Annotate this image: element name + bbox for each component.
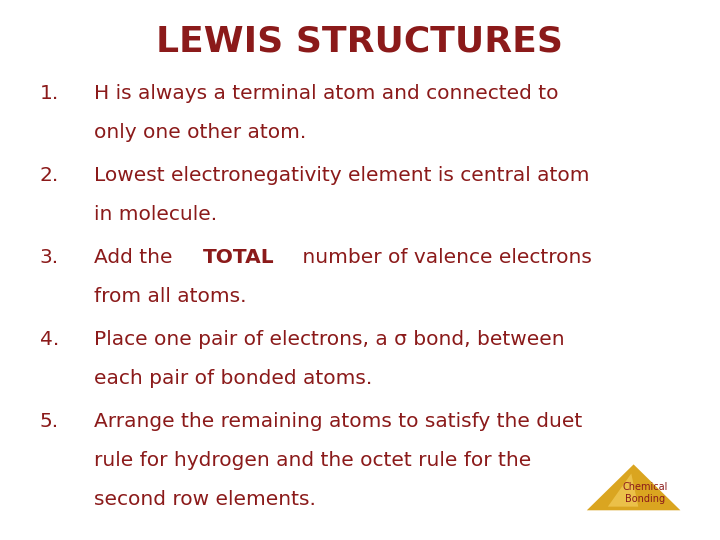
Text: second row elements.: second row elements. [94, 490, 315, 509]
Text: 2.: 2. [40, 166, 59, 185]
Text: LEWIS STRUCTURES: LEWIS STRUCTURES [156, 24, 564, 58]
Text: Add the: Add the [94, 248, 179, 267]
Text: number of valence electrons: number of valence electrons [295, 248, 591, 267]
Text: TOTAL: TOTAL [203, 248, 275, 267]
Polygon shape [587, 464, 680, 510]
Text: 4.: 4. [40, 330, 59, 349]
Text: 3.: 3. [40, 248, 59, 267]
Text: Chemical
Bonding: Chemical Bonding [623, 482, 668, 504]
Text: Lowest electronegativity element is central atom: Lowest electronegativity element is cent… [94, 166, 589, 185]
Text: 1.: 1. [40, 84, 59, 103]
Text: 5.: 5. [40, 412, 59, 431]
Text: Place one pair of electrons, a σ bond, between: Place one pair of electrons, a σ bond, b… [94, 330, 564, 349]
Text: in molecule.: in molecule. [94, 205, 217, 224]
Text: each pair of bonded atoms.: each pair of bonded atoms. [94, 369, 372, 388]
Text: from all atoms.: from all atoms. [94, 287, 246, 306]
Text: rule for hydrogen and the octet rule for the: rule for hydrogen and the octet rule for… [94, 451, 531, 470]
Text: H is always a terminal atom and connected to: H is always a terminal atom and connecte… [94, 84, 558, 103]
Polygon shape [608, 474, 638, 507]
Text: only one other atom.: only one other atom. [94, 123, 306, 141]
Text: Arrange the remaining atoms to satisfy the duet: Arrange the remaining atoms to satisfy t… [94, 412, 582, 431]
